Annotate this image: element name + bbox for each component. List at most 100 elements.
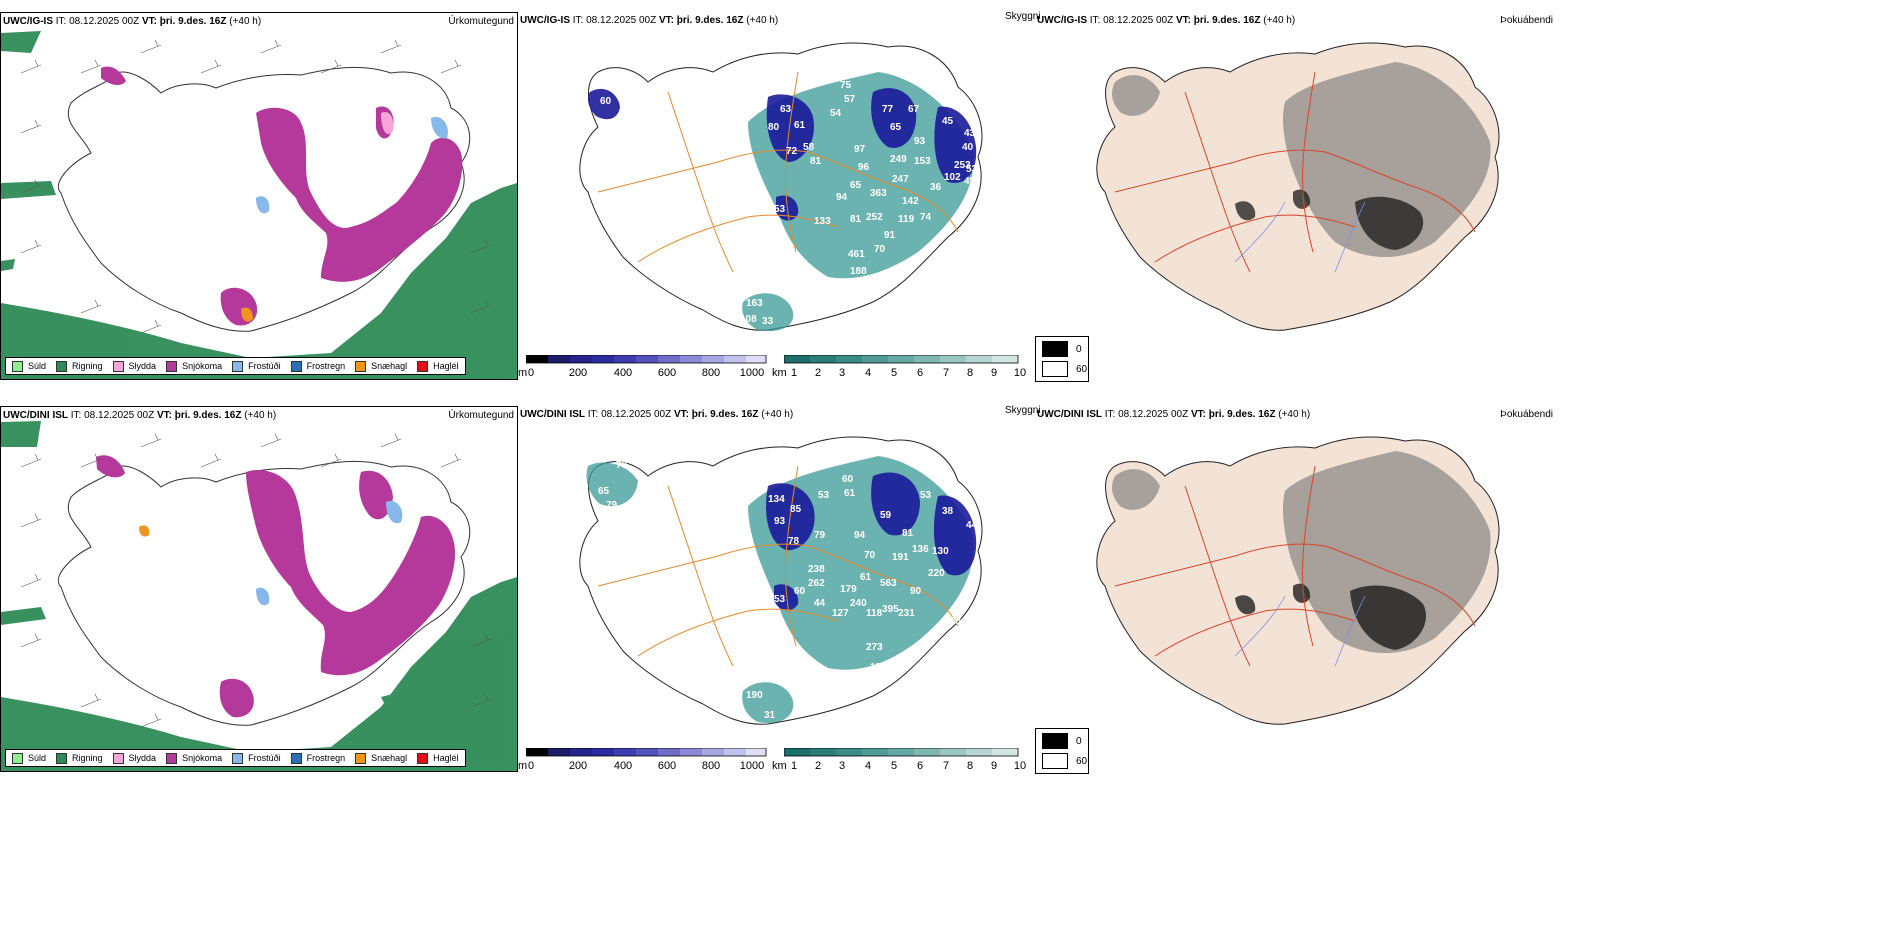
depth-label: 240 [850,598,867,609]
visibility-tick: 7 [942,367,950,379]
header-row-2: UWC/DINI ISL IT: 08.12.2025 00Z VT: þri.… [3,410,276,421]
depth-label: 65 [608,72,620,83]
legend-item-sleet: Slydda [112,360,157,372]
visibility-tick: 10 [1013,367,1027,379]
vt-value: þri. 9.des. 16Z [676,15,744,26]
fog-road-network [1114,71,1476,273]
header-row-1: UWC/IG-IS IT: 08.12.2025 00Z VT: þri. 9.… [3,16,261,27]
panel-title: Skyggni [1005,11,1041,22]
depth-label: 33 [762,316,774,327]
depth-label: 68 [950,616,962,627]
depth-label: 67 [908,104,920,115]
visibility-map-panel-2: 70 65 79 134 85 93 53 78 79 60 61 59 53 … [518,405,1041,772]
snow-pellets-region [241,307,253,322]
legend-label: Haglél [433,361,459,371]
it-label: IT: [70,410,82,421]
depth-label: 44 [814,598,826,609]
legend-label: Rigning [72,361,103,371]
it-value: 08.12.2025 00Z [84,410,155,421]
depth-label: 93 [774,516,786,527]
vt-label: VT: [156,410,172,421]
depth-tick: 1000 [739,367,765,379]
depth-label: 58 [803,142,815,153]
fog-shading [1112,451,1491,653]
legend-label: Slydda [128,361,157,371]
depth-label: 231 [898,608,915,619]
fog-legend-label: 60 [1076,755,1088,767]
depth-label: 127 [832,608,849,619]
fog-legend-2: 0 60 [1035,728,1089,774]
depth-label: 79 [606,500,618,511]
fog-map-2 [1096,436,1500,725]
depth-label: 262 [808,578,825,589]
legend-label: Frostregn [306,361,346,371]
freezing-drizzle-region [256,116,448,214]
lead-time: (+40 h) [244,410,277,421]
header-row-2-fog: UWC/DINI ISL IT: 08.12.2025 00Z VT: þri.… [1037,409,1310,420]
visibility-tick: 9 [990,367,998,379]
fog-legend-row: 60 [1042,361,1087,377]
freezing-drizzle-region [256,500,403,606]
it-value: 08.12.2025 00Z [1103,15,1174,26]
visibility-tick: 9 [990,760,998,772]
fog-map-1 [1096,42,1500,331]
legend-item-rain: Rigning [56,360,103,372]
depth-unit: m [518,760,528,772]
freezing-rain-swatch [290,360,302,372]
depth-label: 253 [954,160,971,171]
fog-river-network [1234,201,1366,273]
depth-label: 179 [840,584,857,595]
depth-label: 57 [844,94,856,105]
depth-label: 72 [786,146,798,157]
legend-item-sleet: Slydda [112,752,156,764]
fog-dense-shading [1235,583,1427,650]
vt-value: þri. 9.des. 16Z [1193,15,1261,26]
depth-label: 70 [616,460,628,471]
legend-label: Snjókoma [182,753,223,763]
visibility-colorbar: km 1 2 3 4 5 6 7 8 9 10 [772,355,1038,379]
visibility-tick: 6 [916,367,924,379]
depth-label: 53 [920,490,932,501]
legend-item-hail: Haglél [417,360,459,372]
low-visibility-deep-region [766,472,977,611]
model-name: UWC/IG-IS [1037,15,1087,26]
it-label: IT: [1104,409,1116,420]
depth-label: 90 [910,586,922,597]
visibility-colorbar-gradient [784,355,1019,364]
hail-swatch [417,360,429,372]
depth-labels: 70 65 79 134 85 93 53 78 79 60 61 59 53 … [598,460,978,721]
visibility-tick: 1 [790,367,798,379]
snow-pellets-swatch [355,360,367,372]
depth-tick: 800 [701,760,721,772]
depth-label: 61 [860,572,872,583]
model-name: UWC/IG-IS [3,16,53,27]
lead-time: (+40 h) [1278,409,1311,420]
visibility-tick: 8 [966,367,974,379]
depth-label: 53 [774,204,786,215]
fog-map-panel-1: UWC/IG-IS IT: 08.12.2025 00Z VT: þri. 9.… [1035,12,1555,332]
depth-label: 38 [942,506,954,517]
fog-swatch [1042,361,1068,377]
it-label: IT: [55,16,67,27]
depth-label: 85 [790,504,802,515]
sleet-swatch [112,752,124,764]
depth-label: 97 [854,144,866,155]
depth-label: 79 [814,530,826,541]
freezing-rain-swatch [290,752,302,764]
depth-label: 96 [858,162,870,173]
sleet-swatch [112,360,124,372]
depth-label: 65 [598,486,610,497]
lead-time: (+40 h) [761,409,794,420]
fog-legend-label: 0 [1076,735,1082,747]
depth-label: 395 [882,604,899,615]
depth-label: 136 [912,544,929,555]
depth-label: 84 [714,200,726,211]
depth-tick: 0 [527,367,535,379]
depth-tick: 200 [568,760,588,772]
rain-swatch [56,360,68,372]
freezing-drizzle-swatch [232,752,244,764]
snowfall-region [96,455,456,718]
depth-label: 61 [844,488,856,499]
fog-swatch [1042,753,1068,769]
precip-type-legend: Súld Rigning Slydda Snjókoma Frostúði Fr… [5,357,466,375]
